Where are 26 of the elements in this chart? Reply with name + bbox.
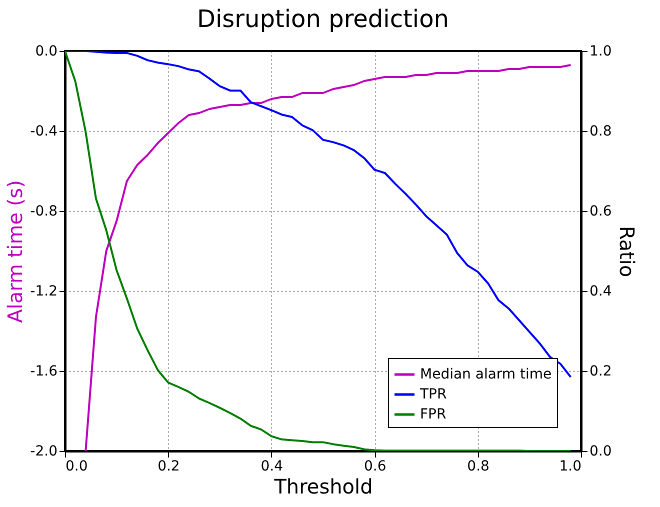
- x-tick-label: 0.4: [260, 458, 284, 474]
- legend-label: TPR: [419, 386, 447, 402]
- y2-axis-title: Ratio: [614, 226, 639, 278]
- x-axis-title: Threshold: [273, 474, 373, 498]
- y-tick-label: -1.6: [30, 364, 58, 380]
- y-tick-label: -0.4: [30, 124, 58, 140]
- y-tick-label: 0.0: [35, 44, 58, 60]
- y-tick-label: -1.2: [30, 284, 58, 300]
- x-tick-label: 0.2: [158, 458, 180, 474]
- chart-title: Disruption prediction: [197, 5, 449, 33]
- y2-tick-label: 0.0: [590, 444, 612, 460]
- y-tick-label: -0.8: [30, 204, 58, 220]
- x-tick-label: 0.6: [364, 458, 386, 474]
- y2-tick-label: 0.8: [590, 124, 612, 140]
- line-series: [65, 51, 572, 378]
- legend-label: FPR: [420, 406, 446, 422]
- y-axis-title: Alarm time (s): [3, 180, 28, 323]
- legend-label: Median alarm time: [420, 366, 552, 382]
- y2-tick-label: 0.6: [590, 204, 612, 220]
- x-tick-label: 0.0: [66, 458, 88, 474]
- y-tick-label: -2.0: [30, 444, 58, 460]
- x-tick-label: 0.8: [467, 458, 490, 474]
- y2-tick-label: 0.2: [590, 364, 612, 380]
- y2-tick-label: 1.0: [590, 44, 612, 60]
- y2-tick-label: 0.4: [590, 284, 612, 300]
- x-tick-label: 1.0: [559, 458, 582, 474]
